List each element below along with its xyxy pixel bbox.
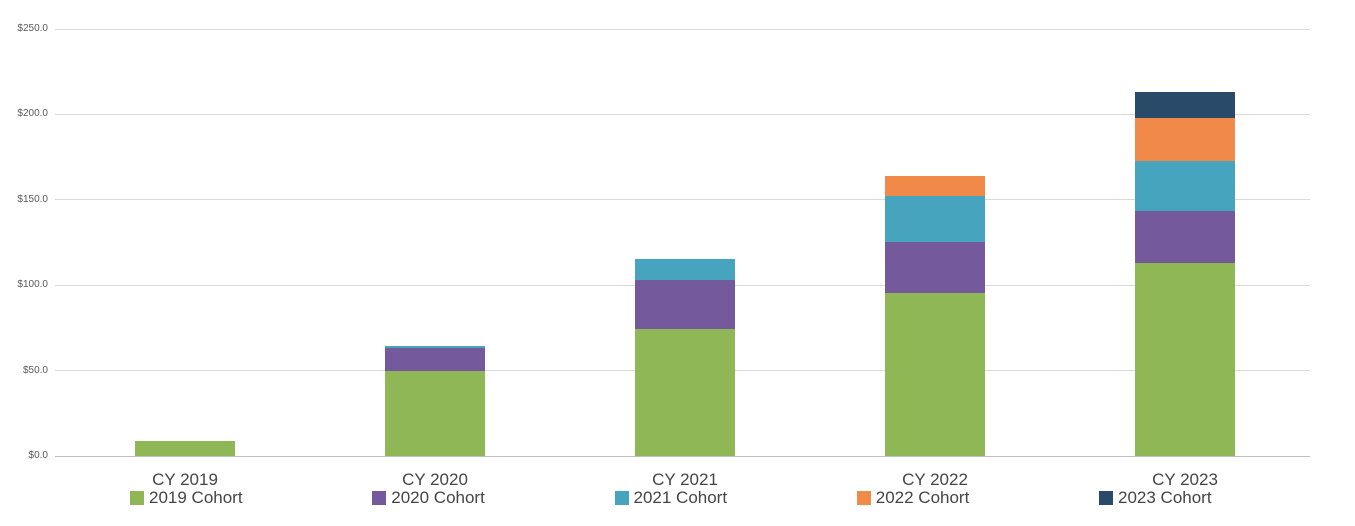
bar-segment-cy-2022-2021-cohort [885,196,985,242]
y-axis-tick-label: $0.0 [28,450,48,461]
bar-segment-cy-2020-2020-cohort [385,348,485,371]
bar-segment-cy-2023-2022-cohort [1135,117,1235,162]
legend-item-2022-cohort: 2022 Cohort [856,488,970,507]
category-label: CY 2023 [1152,470,1218,489]
category-label: CY 2021 [652,470,718,489]
bar-segment-cy-2022-2019-cohort [885,292,985,456]
bar-segment-cy-2019-2019-cohort [135,440,235,456]
legend-swatch-2022-cohort [856,491,871,505]
legend-label: 2021 Cohort [633,488,728,507]
gridline [55,199,1310,201]
legend-label: 2023 Cohort [1118,488,1212,507]
legend-item-2020-cohort: 2020 Cohort [372,489,485,507]
bar-segment-cy-2022-2020-cohort [885,241,985,293]
legend-item-2023-cohort: 2023 Cohort [1099,489,1212,507]
legend-swatch-2021-cohort [614,491,629,505]
y-axis-tick-label: $50.0 [22,364,48,376]
bar-segment-cy-2022-2022-cohort [885,175,985,197]
gridline [55,28,1310,30]
bar-segment-cy-2023-2023-cohort [1135,92,1235,118]
legend-label: 2020 Cohort [391,488,485,507]
category-label: CY 2022 [902,470,968,489]
y-axis-tick-label: $200.0 [17,108,48,120]
bar-segment-cy-2023-2020-cohort [1135,210,1235,263]
legend-swatch-2019-cohort [130,491,144,505]
category-label: CY 2020 [402,470,468,489]
legend-label: 2022 Cohort [875,488,970,507]
x-axis-line [55,455,1310,457]
y-axis-tick-label: $150.0 [17,193,48,205]
legend-item-2021-cohort: 2021 Cohort [614,488,728,507]
bar-segment-cy-2023-2019-cohort [1135,262,1235,456]
legend-item-2019-cohort: 2019 Cohort [130,489,243,507]
gridline [55,113,1310,115]
category-label: CY 2019 [152,470,218,489]
legend-label: 2019 Cohort [149,488,243,507]
y-axis-tick-label: $100.0 [17,279,48,291]
bar-segment-cy-2020-2021-cohort [385,345,485,349]
legend-swatch-2023-cohort [1099,491,1113,505]
bar-segment-cy-2021-2020-cohort [635,280,735,329]
legend-swatch-2020-cohort [372,491,387,505]
bar-segment-cy-2021-2021-cohort [635,258,735,281]
bar-segment-cy-2021-2019-cohort [635,328,735,456]
bar-segment-cy-2023-2021-cohort [1135,161,1235,211]
bar-segment-cy-2020-2019-cohort [385,370,485,456]
y-axis-tick-label: $250.0 [17,23,48,34]
